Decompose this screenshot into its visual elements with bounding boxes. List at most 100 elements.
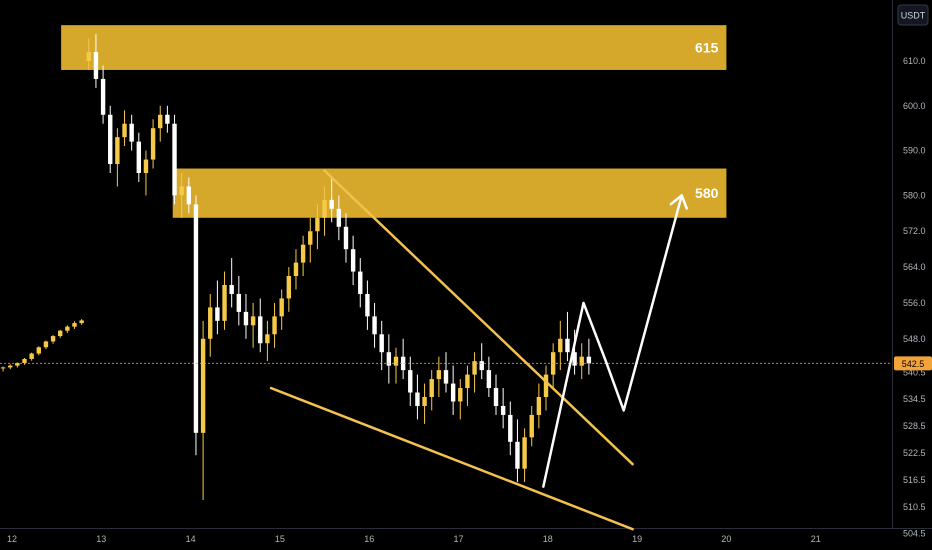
candle-body: [272, 316, 277, 335]
last-price-badge: [894, 356, 932, 371]
price-tick-label: 610.0: [903, 56, 926, 66]
candle-body: [43, 341, 49, 348]
time-tick-label: 18: [543, 534, 553, 544]
candle-body: [465, 374, 470, 389]
candle-body: [115, 137, 120, 165]
candle-body: [215, 307, 220, 321]
resistance-zone: [61, 25, 727, 70]
price-tick-label: 504.5: [903, 529, 926, 539]
candle-body: [29, 353, 34, 359]
candle-body: [36, 347, 41, 354]
time-tick-label: 20: [721, 534, 731, 544]
candle-body: [243, 311, 249, 326]
candle-body: [58, 330, 63, 337]
candle-body: [172, 123, 177, 196]
price-axis[interactable]: 610.0 600.0 590.0 580.0 572.0 564.0 556.0 548.0…: [894, 56, 932, 539]
candle-body: [129, 123, 134, 142]
candle-body: [365, 293, 370, 317]
trendline-lower: [269, 386, 634, 531]
trendlines: [0, 169, 892, 531]
candle-body: [8, 365, 13, 368]
candle-body: [308, 231, 313, 245]
candle-body: [186, 186, 192, 205]
candle-body: [22, 358, 27, 363]
last-price-label: 542.5: [902, 359, 925, 369]
candle-body: [315, 217, 320, 232]
candle-body: [0, 367, 6, 369]
price-tick-label: 540.5: [903, 367, 926, 377]
time-tick-label: 13: [96, 534, 106, 544]
candle-body: [179, 186, 184, 196]
projection-arrowhead: [669, 194, 688, 210]
time-tick-label: 16: [364, 534, 374, 544]
candle-body: [258, 316, 263, 344]
candle-body: [565, 338, 570, 353]
candle-body: [236, 293, 242, 312]
candle-body: [50, 336, 56, 342]
time-axis[interactable]: 12 13 14 15 16 17 18 19 20 21: [7, 534, 821, 544]
candle-body: [300, 244, 306, 263]
candle-body: [515, 441, 520, 469]
candle-body: [372, 316, 377, 335]
candle-body: [79, 320, 84, 324]
candle-body: [293, 262, 299, 277]
candle-body: [450, 383, 456, 402]
candle-body: [429, 379, 434, 397]
candle-body: [543, 374, 549, 397]
candle-body: [529, 414, 534, 438]
candle-body: [393, 356, 399, 366]
zone-label: 580: [695, 185, 719, 201]
price-tick-label: 510.5: [903, 502, 926, 512]
candle-body: [479, 361, 484, 371]
candle-body: [336, 208, 342, 227]
price-tick-label: 522.5: [903, 448, 926, 458]
candle-body: [143, 159, 149, 173]
candle-body: [15, 362, 20, 366]
candle-body: [408, 370, 413, 393]
projection-path: [542, 194, 683, 488]
candle-body: [458, 388, 463, 402]
candle-body: [472, 361, 477, 375]
time-tick-label: 14: [186, 534, 196, 544]
candle-body: [358, 271, 363, 294]
price-tick-label: 564.0: [903, 262, 926, 272]
candle-body: [193, 204, 199, 433]
candle-body: [508, 414, 513, 442]
candle-body: [229, 285, 234, 294]
candle-body: [122, 123, 127, 138]
candle-body: [158, 114, 163, 129]
price-tick-label: 534.5: [903, 394, 926, 404]
currency-badge[interactable]: USDT: [897, 4, 929, 26]
candle-body: [200, 338, 206, 433]
candle-body: [558, 338, 563, 353]
price-tick-label: 580.0: [903, 190, 926, 200]
grid: [0, 0, 932, 529]
price-tick-label: 516.5: [903, 475, 926, 485]
candle-body: [422, 397, 427, 406]
candle-body: [443, 370, 449, 384]
candle-body: [322, 199, 327, 218]
candle-body: [536, 397, 542, 415]
candle-body: [265, 334, 270, 344]
candle-body: [400, 356, 406, 371]
resistance-zone: [172, 168, 727, 218]
candle-body: [222, 285, 227, 321]
candle-body: [150, 128, 156, 160]
currency-label: USDT: [901, 11, 926, 21]
time-tick-label: 19: [632, 534, 642, 544]
candle-body: [415, 392, 420, 406]
price-tick-label: 528.5: [903, 421, 926, 431]
time-tick-label: 21: [811, 534, 821, 544]
candle-body: [286, 276, 292, 299]
candle-body: [279, 298, 284, 317]
candle-body: [493, 388, 499, 406]
candle-body: [165, 114, 170, 124]
price-tick-label: 600.0: [903, 101, 926, 111]
candle-body: [208, 307, 213, 339]
candle-body: [65, 326, 70, 331]
candle-body: [329, 199, 334, 209]
time-tick-label: 17: [453, 534, 463, 544]
candle-body: [379, 334, 384, 353]
trendline-upper: [323, 169, 634, 466]
